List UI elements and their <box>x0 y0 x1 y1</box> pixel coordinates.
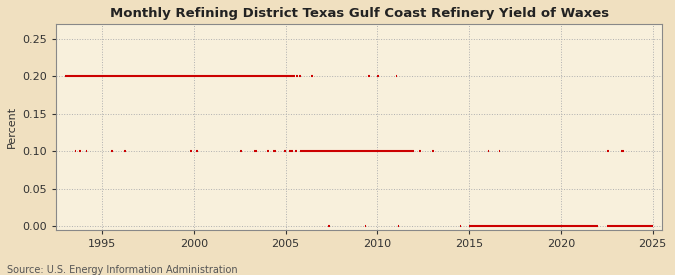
Text: Source: U.S. Energy Information Administration: Source: U.S. Energy Information Administ… <box>7 265 238 275</box>
Title: Monthly Refining District Texas Gulf Coast Refinery Yield of Waxes: Monthly Refining District Texas Gulf Coa… <box>109 7 609 20</box>
Y-axis label: Percent: Percent <box>7 106 17 148</box>
